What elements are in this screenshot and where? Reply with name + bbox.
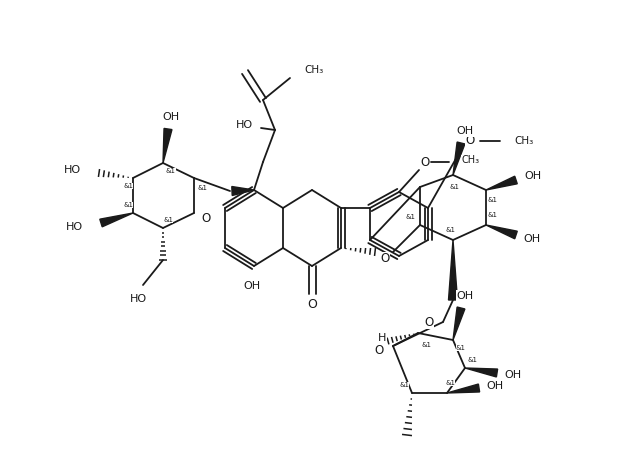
- Text: &1: &1: [399, 382, 409, 388]
- Text: OH: OH: [243, 281, 261, 291]
- Text: O: O: [307, 298, 317, 310]
- Text: O: O: [420, 156, 429, 169]
- Text: &1: &1: [468, 357, 478, 363]
- Text: HO: HO: [130, 294, 146, 304]
- Text: OH: OH: [486, 381, 504, 391]
- Text: &1: &1: [450, 184, 460, 190]
- Text: HO: HO: [236, 120, 253, 130]
- Text: &1: &1: [405, 214, 415, 220]
- Text: HO: HO: [66, 222, 83, 232]
- Text: O: O: [201, 212, 211, 225]
- Text: CH₃: CH₃: [514, 136, 534, 146]
- Polygon shape: [453, 307, 465, 340]
- Polygon shape: [486, 225, 517, 239]
- Text: &1: &1: [123, 183, 133, 189]
- Text: OH: OH: [456, 126, 473, 136]
- Text: OH: OH: [162, 112, 180, 122]
- Text: O: O: [374, 345, 383, 358]
- Text: &1: &1: [123, 202, 133, 208]
- Polygon shape: [232, 187, 254, 195]
- Text: CH₃: CH₃: [461, 155, 479, 165]
- Polygon shape: [100, 213, 133, 227]
- Polygon shape: [447, 384, 480, 393]
- Polygon shape: [449, 240, 458, 300]
- Polygon shape: [163, 129, 172, 163]
- Text: OH: OH: [456, 291, 473, 301]
- Text: H: H: [378, 333, 386, 343]
- Text: &1: &1: [487, 197, 497, 203]
- Polygon shape: [486, 176, 517, 190]
- Text: &1: &1: [446, 227, 456, 233]
- Polygon shape: [465, 368, 498, 377]
- Text: O: O: [465, 134, 475, 147]
- Text: HO: HO: [64, 165, 81, 175]
- Text: OH: OH: [525, 171, 542, 181]
- Polygon shape: [453, 142, 465, 175]
- Text: &1: &1: [445, 380, 455, 386]
- Text: O: O: [380, 253, 390, 266]
- Text: &1: &1: [163, 217, 173, 223]
- Text: CH₃: CH₃: [304, 65, 323, 75]
- Text: O: O: [424, 316, 434, 328]
- Text: &1: &1: [456, 345, 466, 351]
- Text: OH: OH: [504, 370, 521, 380]
- Text: &1: &1: [487, 212, 497, 218]
- Text: &1: &1: [197, 185, 207, 191]
- Text: OH: OH: [523, 234, 541, 244]
- Text: &1: &1: [421, 342, 431, 348]
- Text: &1: &1: [166, 168, 176, 174]
